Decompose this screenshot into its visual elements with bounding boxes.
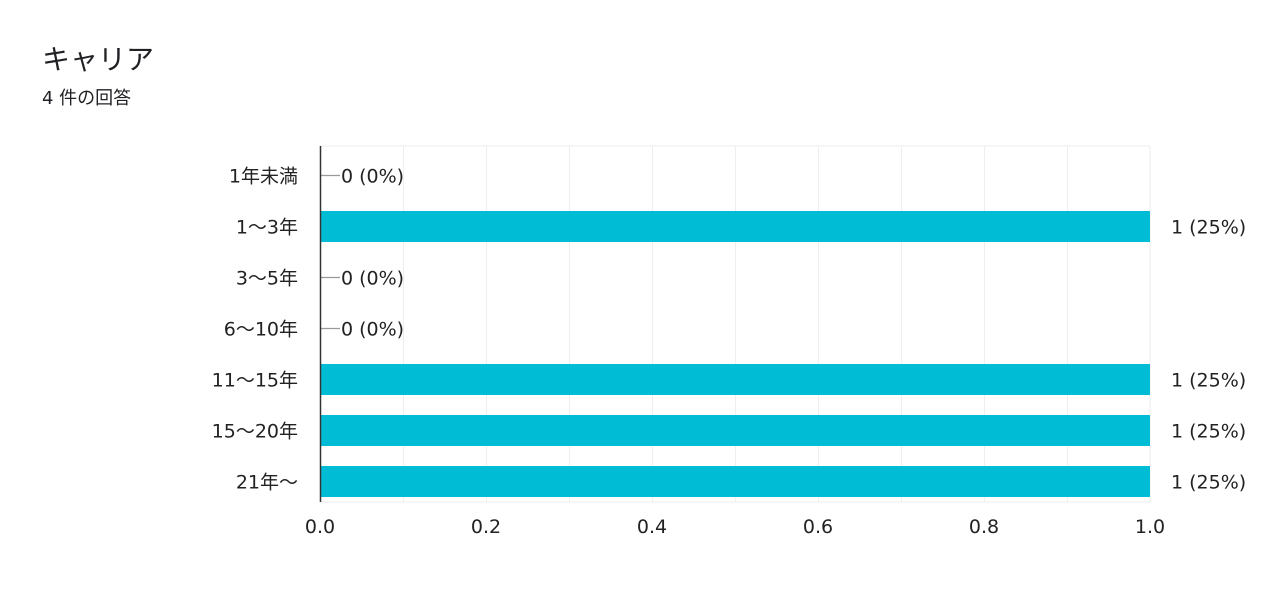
bars [320,211,1150,497]
data-labels: 0 (0%) 1 (25%) 0 (0%) 0 (0%) 1 (25%) 1 (25%) 1… [341,166,1246,494]
question-title: キャリア [42,43,155,76]
x-tick-label: 0.8 [969,516,999,538]
x-tick-label: 0.4 [637,516,667,538]
bar-5 [320,364,1150,395]
category-label: 11〜15年 [212,370,298,392]
data-label: 1 (25%) [1171,421,1246,443]
x-tick-label: 0.2 [471,516,501,538]
category-label: 15〜20年 [212,421,298,443]
data-label: 1 (25%) [1171,370,1246,392]
bar-6 [320,415,1150,446]
category-label: 3〜5年 [236,268,298,290]
category-label: 1年未満 [229,166,298,188]
gridlines [403,146,1068,502]
data-label: 1 (25%) [1171,472,1246,494]
category-label: 21年〜 [236,472,298,494]
bar-2 [320,211,1150,242]
bar-7 [320,466,1150,497]
data-label: 0 (0%) [341,319,404,341]
x-tick-label: 0.6 [803,516,833,538]
category-label: 6〜10年 [224,319,298,341]
response-count: 4 件の回答 [42,88,132,109]
x-tick-labels: 0.0 0.2 0.4 0.6 0.8 1.0 [305,516,1165,538]
data-label: 0 (0%) [341,268,404,290]
data-label: 0 (0%) [341,166,404,188]
category-labels: 1年未満 1〜3年 3〜5年 6〜10年 11〜15年 15〜20年 21年〜 [212,166,298,494]
category-label: 1〜3年 [236,217,298,239]
x-tick-label: 1.0 [1135,516,1165,538]
x-tick-label: 0.0 [305,516,335,538]
zero-stubs [320,174,340,330]
data-label: 1 (25%) [1171,217,1246,239]
